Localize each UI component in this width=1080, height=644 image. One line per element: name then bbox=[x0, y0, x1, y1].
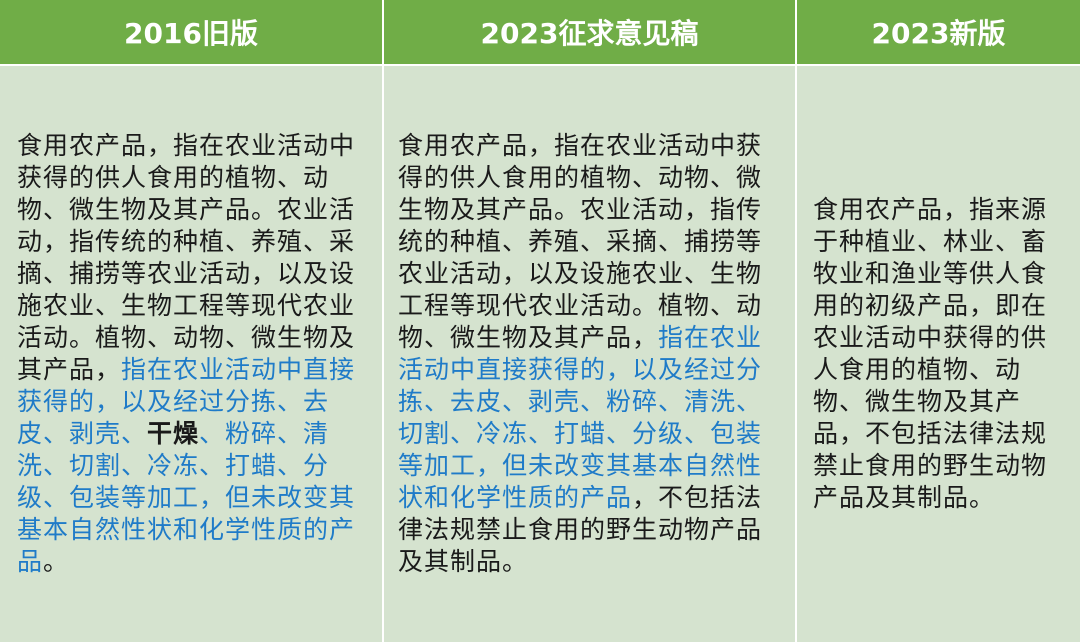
highlighted-text: 指在农业活动中直接获得的，以及经过分拣、去皮、剥壳、粉碎、清洗、切割、冷冻、打蜡… bbox=[398, 323, 763, 512]
text-segment: 食用农产品，指在农业活动中获得的供人食用的植物、动物、微生物及其产品。农业活动，… bbox=[398, 131, 763, 352]
bold-text: 干燥 bbox=[147, 419, 200, 448]
header-2023-new: 2023新版 bbox=[797, 0, 1080, 64]
header-row: 2016旧版 2023征求意见稿 2023新版 bbox=[0, 0, 1080, 64]
text-segment: ，不包括法律法规禁止食用的野生动物产品及其制品。 bbox=[398, 483, 763, 576]
cell-2023-draft: 食用农产品，指在农业活动中获得的供人食用的植物、动物、微生物及其产品。农业活动，… bbox=[384, 66, 795, 642]
cell-2016: 食用农产品，指在农业活动中获得的供人食用的植物、动物、微生物及其产品。农业活动，… bbox=[0, 66, 382, 642]
highlighted-text: 、粉碎、清洗、切割、冷冻、打蜡、分级、包装等加工，但未改变其基本自然性状和化学性… bbox=[17, 419, 356, 576]
header-2023-draft: 2023征求意见稿 bbox=[384, 0, 795, 64]
highlighted-text: 指在农业活动中直接获得的，以及经过分拣、去皮、剥壳、 bbox=[17, 355, 356, 448]
cell-2023-new: 食用农产品，指来源于种植业、林业、畜牧业和渔业等供人食用的初级产品，即在农业活动… bbox=[797, 66, 1080, 642]
header-2016: 2016旧版 bbox=[0, 0, 382, 64]
text-segment: 。 bbox=[43, 547, 70, 576]
text-segment: 食用农产品，指来源于种植业、林业、畜牧业和渔业等供人食用的初级产品，即在农业活动… bbox=[813, 195, 1048, 512]
text-segment: 食用农产品，指在农业活动中获得的供人食用的植物、动物、微生物及其产品。农业活动，… bbox=[17, 131, 356, 384]
definition-row: 食用农产品，指在农业活动中获得的供人食用的植物、动物、微生物及其产品。农业活动，… bbox=[0, 66, 1080, 642]
